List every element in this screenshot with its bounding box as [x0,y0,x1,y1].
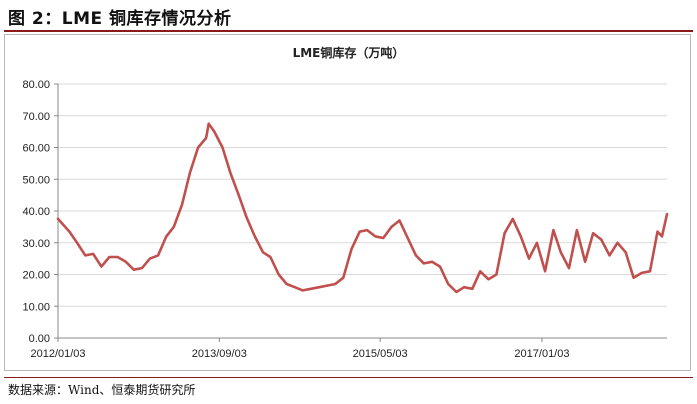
chart-frame [4,34,691,371]
source-note: 数据来源：Wind、恒泰期货研究所 [8,383,196,397]
y-tick-label: 10.00 [22,301,50,313]
y-tick-label: 70.00 [22,111,50,123]
y-tick-label: 20.00 [22,270,50,282]
y-tick-label: 50.00 [22,174,50,186]
y-tick-label: 80.00 [22,79,50,91]
source-rule [4,377,693,378]
y-tick-label: 60.00 [22,143,50,155]
x-tick-label: 2012/01/03 [30,348,85,360]
y-tick-label: 40.00 [22,206,50,218]
chart-title: LME铜库存（万吨） [292,46,405,60]
series-line-lme-copper-stock [56,122,669,294]
x-tick-label: 2017/01/03 [514,348,569,360]
y-tick-label: 0.00 [29,333,50,345]
x-tick-label: 2013/09/03 [192,348,247,360]
y-tick-label: 30.00 [22,238,50,250]
title-rule [4,30,693,32]
figure-title: 图 2：LME 铜库存情况分析 [8,9,232,29]
x-tick-label: 2015/05/03 [353,348,408,360]
